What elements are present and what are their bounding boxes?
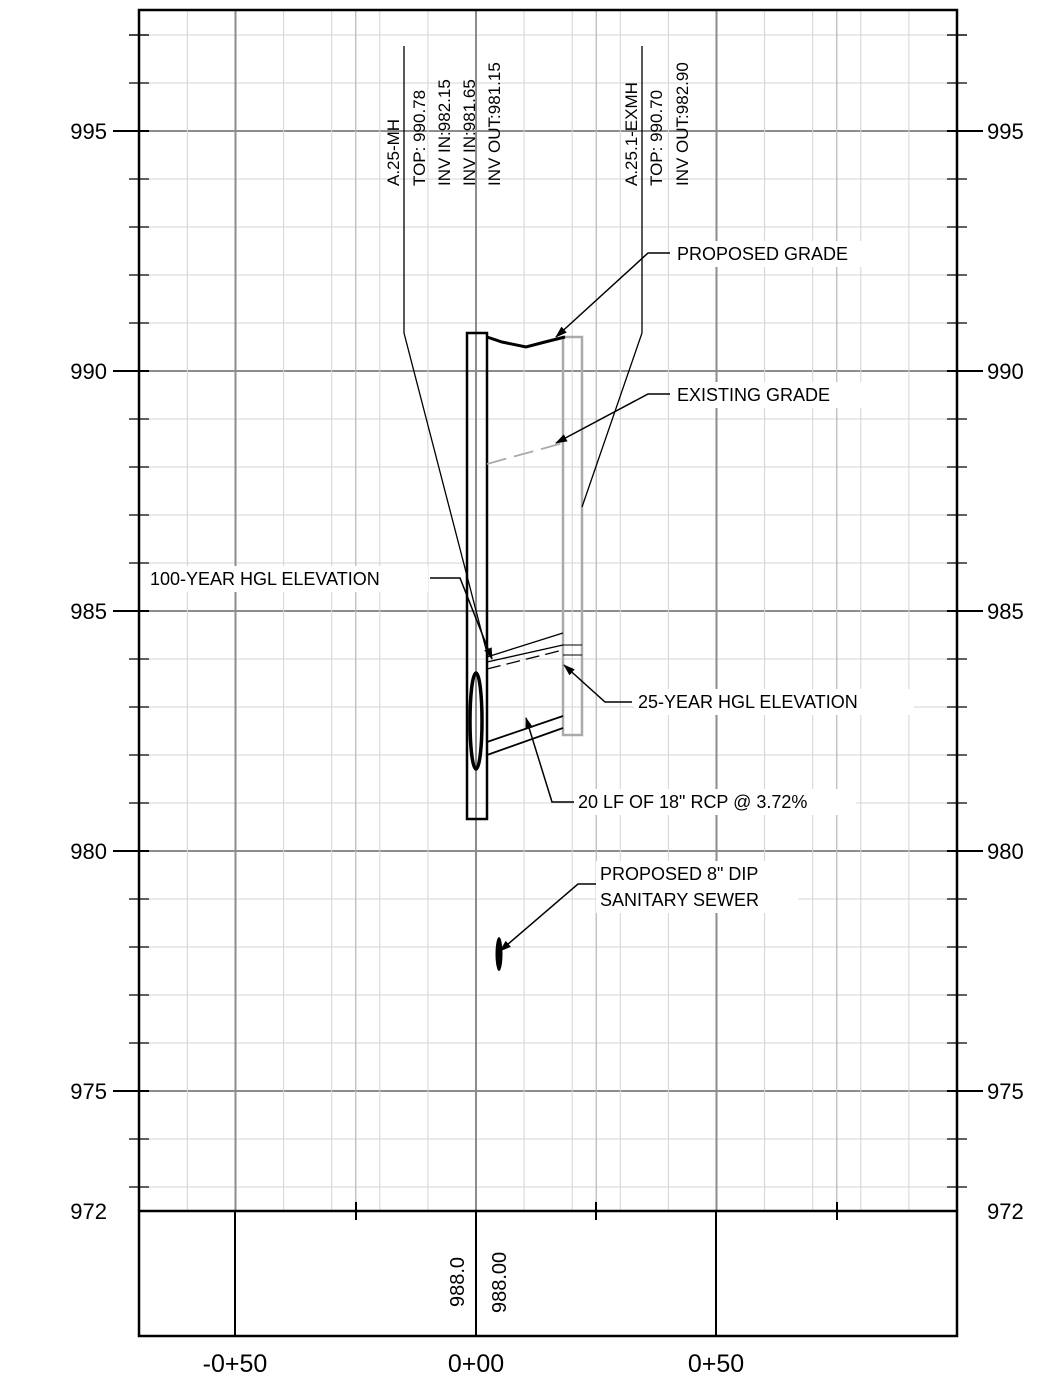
- elevation-label: 985: [70, 599, 107, 624]
- station-label: -0+50: [203, 1350, 268, 1378]
- elevation-label: 995: [987, 119, 1024, 144]
- axis-ticks: [113, 34, 983, 1188]
- structure-leader: [403, 332, 488, 654]
- pipe-18-rcp: [486, 715, 564, 756]
- elevation-label: 980: [70, 839, 107, 864]
- structure-a25-1-exmh: A.25.1-EXMH TOP: 990.70 INV OUT:982.90: [561, 46, 692, 737]
- structure-label-line: INV OUT:981.15: [485, 62, 504, 186]
- callout-leaders: [430, 252, 670, 952]
- structure-label-line: TOP: 990.70: [647, 90, 666, 186]
- structure-label-line: INV IN:981.65: [460, 79, 479, 186]
- structure-label-line: INV IN:982.15: [435, 79, 454, 186]
- station-label: 0+00: [448, 1350, 504, 1378]
- hgl-100-callout: 100-YEAR HGL ELEVATION: [150, 569, 380, 589]
- pipe-leader: [525, 717, 574, 803]
- hgl-25-callout: 25-YEAR HGL ELEVATION: [638, 692, 858, 712]
- hgl-100-line: [486, 644, 564, 663]
- station-label: 0+50: [688, 1350, 744, 1378]
- pipe-invert-line: [486, 727, 564, 756]
- structure-label-line: A.25-MH: [384, 119, 403, 186]
- proposed-grade-leader: [555, 252, 670, 338]
- hgl-lines: [486, 632, 582, 670]
- station-labels: -0+50 0+00 0+50: [203, 1350, 744, 1378]
- sewer-callout-line2: SANITARY SEWER: [600, 890, 759, 910]
- hgl-100-leader: [430, 577, 493, 660]
- pipe-callout: 20 LF OF 18" RCP @ 3.72%: [578, 792, 807, 812]
- elevation-label: 972: [987, 1199, 1024, 1224]
- structure-label-line: A.25.1-EXMH: [622, 82, 641, 186]
- structure-label-line: INV OUT:982.90: [673, 62, 692, 186]
- elevation-label: 995: [70, 119, 107, 144]
- elevation-label: 975: [70, 1079, 107, 1104]
- elevation-label: 985: [987, 599, 1024, 624]
- elevation-label: 980: [987, 839, 1024, 864]
- proposed-ground-elevation-label: 988.00: [489, 1252, 511, 1313]
- existing-grade-line: [486, 442, 564, 465]
- existing-grade-leader: [555, 393, 670, 444]
- sewer-leader: [499, 883, 596, 952]
- proposed-grade-line: [486, 335, 566, 349]
- left-elevation-labels: 995 990 985 980 975 972: [70, 119, 107, 1224]
- structure-leader: [581, 332, 643, 508]
- frame: [137, 8, 959, 1338]
- hgl-25-line: [486, 649, 564, 670]
- grid: [138, 10, 957, 1211]
- structure-label-line: TOP: 990.78: [410, 90, 429, 186]
- structure-a25-mh: A.25-MH TOP: 990.78 INV IN:982.15 INV IN…: [384, 46, 504, 821]
- existing-ground-elevation-label: 988.0: [447, 1257, 469, 1307]
- elevation-label: 990: [987, 359, 1024, 384]
- hgl-100-line: [486, 632, 564, 658]
- hgl-25-leader: [563, 664, 632, 703]
- existing-manhole-outline: [561, 335, 584, 737]
- callouts: PROPOSED GRADE EXISTING GRADE 100-YEAR H…: [146, 241, 914, 913]
- sewer-callout-line1: PROPOSED 8" DIP: [600, 864, 758, 884]
- right-elevation-labels: 995 990 985 980 975 972: [987, 119, 1024, 1224]
- elevation-label: 972: [70, 1199, 107, 1224]
- pipe-invert-line: [486, 715, 564, 743]
- proposed-grade-callout: PROPOSED GRADE: [677, 244, 848, 264]
- elevation-label: 990: [70, 359, 107, 384]
- existing-grade-callout: EXISTING GRADE: [677, 385, 830, 405]
- sewer-crossing-ellipse: [468, 671, 484, 771]
- elevation-label: 975: [987, 1079, 1024, 1104]
- sanitary-sewer-crossing: [495, 937, 503, 971]
